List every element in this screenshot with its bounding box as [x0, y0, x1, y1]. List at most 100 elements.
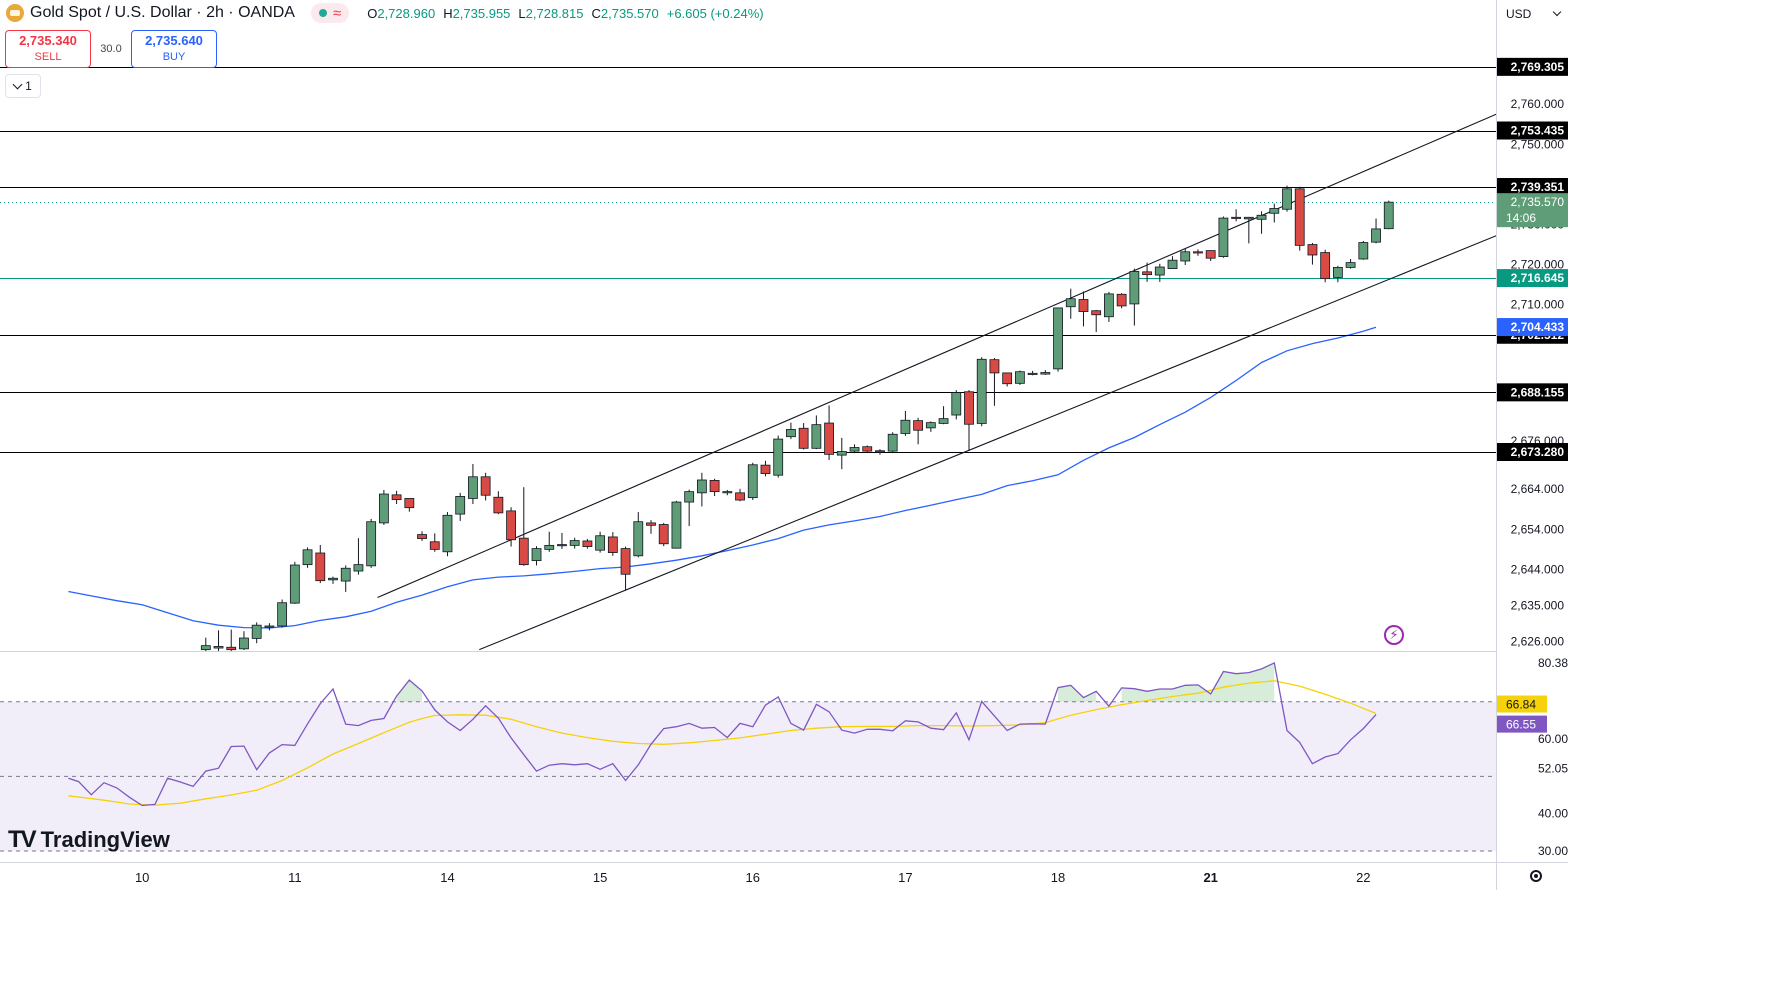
candle — [213, 630, 224, 651]
candle — [976, 357, 987, 427]
market-open-dot-icon — [318, 9, 327, 17]
level-badge-6-label: 2,673.280 — [1511, 445, 1565, 459]
candle-body-up — [544, 544, 555, 550]
open-value: 2,728.960 — [377, 5, 436, 21]
candle — [862, 445, 873, 453]
candle — [1193, 249, 1203, 256]
candle-body-down — [862, 446, 873, 452]
sell-button[interactable]: 2,735.340 SELL — [5, 30, 91, 68]
level-badge-1: 2,769.305 — [1497, 57, 1568, 76]
candle — [1104, 291, 1114, 322]
candle — [493, 491, 504, 515]
candle-body-down — [480, 476, 491, 496]
candle — [277, 599, 288, 628]
candle — [582, 538, 593, 549]
level-badge-6-bg — [1497, 443, 1568, 461]
candle-body-up — [747, 464, 758, 499]
gold-symbol-icon[interactable] — [6, 4, 24, 22]
candle — [1053, 307, 1063, 372]
candle-body-down — [1116, 293, 1127, 307]
tradingview-logo[interactable]: TV TradingView — [8, 826, 170, 854]
currency-selector[interactable]: USD — [1500, 3, 1566, 25]
candle-body-down — [493, 496, 504, 514]
buy-price: 2,735.640 — [145, 33, 203, 48]
current-price-label: 2,735.570 — [1511, 195, 1565, 209]
channel-line-1 — [377, 113, 1496, 599]
candle-body-down — [557, 544, 567, 547]
candle-body-down — [1078, 299, 1089, 312]
lightning-icon[interactable]: ⚡ — [1384, 625, 1404, 645]
candle-body-down — [798, 427, 809, 449]
time-tick-label: 15 — [593, 870, 607, 885]
candle — [251, 622, 262, 644]
sell-price: 2,735.340 — [19, 33, 77, 48]
candle — [1167, 256, 1178, 270]
candle — [620, 546, 631, 591]
candle-body-down — [1002, 372, 1013, 385]
candle-body-up — [811, 424, 822, 449]
candle — [722, 490, 733, 496]
candle-body-up — [938, 418, 949, 424]
candle — [1014, 370, 1025, 385]
candle — [1358, 240, 1369, 260]
chart-area[interactable]: 2,626.000 2,635.000 2,644.000 2,654.000 2,66… — [0, 0, 1568, 890]
candle-body-down — [760, 464, 771, 474]
rsi-overbought-fill — [1058, 685, 1097, 702]
candle — [429, 533, 440, 552]
indicators-collapse-button[interactable]: 1 — [5, 74, 41, 98]
candle-body-up — [1332, 267, 1343, 278]
candle-body-down — [1193, 251, 1203, 254]
trade-panel: 2,735.340 SELL 30.0 2,735.640 BUY — [5, 30, 217, 68]
time-tick-label: 22 — [1356, 870, 1370, 885]
candle-body-up — [353, 564, 364, 572]
settings-icon[interactable] — [1526, 866, 1546, 886]
candle-body-up — [1053, 307, 1063, 370]
candle-body-up — [633, 521, 644, 557]
candle-body-down — [429, 541, 440, 550]
candle-body-down — [1320, 252, 1331, 280]
candle-body-down — [1307, 244, 1318, 256]
candle — [786, 422, 796, 440]
candle — [1078, 291, 1089, 327]
symbol-title[interactable]: Gold Spot / U.S. Dollar · 2h · OANDA — [30, 4, 295, 21]
candle — [518, 487, 529, 566]
time-tick-label: 14 — [440, 870, 454, 885]
candle-body-down — [989, 359, 1000, 374]
candle — [1345, 258, 1356, 269]
rsi-ma-line — [68, 680, 1377, 806]
candle — [671, 500, 682, 549]
candle — [404, 498, 415, 512]
candle-body-up — [684, 491, 695, 503]
candle — [735, 488, 745, 502]
channel-line-2 — [479, 235, 1496, 651]
level-badge-2: 2,753.435 — [1497, 121, 1568, 140]
candle-body-up — [976, 358, 987, 424]
candle-body-down — [709, 479, 720, 493]
candle-body-up — [1256, 214, 1267, 220]
candle-body-down — [315, 552, 326, 582]
candle-body-down — [391, 494, 402, 501]
chart-svg[interactable]: 2,626.000 2,635.000 2,644.000 2,654.000 2,66… — [0, 0, 1568, 890]
candle-body-up — [531, 548, 542, 562]
buy-button[interactable]: 2,735.640 BUY — [131, 30, 217, 68]
candle — [773, 435, 784, 478]
candle — [875, 449, 885, 455]
candle — [239, 631, 249, 651]
market-status[interactable]: ≈ — [310, 3, 350, 23]
candle-body-up — [455, 496, 466, 515]
candle-body-down — [824, 422, 834, 455]
candle-body-down — [417, 534, 427, 539]
candle-body-up — [302, 549, 313, 566]
candle-body-up — [951, 392, 962, 416]
candle-body-up — [887, 433, 898, 452]
candle — [1320, 249, 1331, 283]
candle — [480, 472, 491, 501]
candle-body-up — [1371, 228, 1381, 243]
candle — [811, 415, 822, 450]
rsi-ma-badge: 66.84 — [1497, 695, 1547, 713]
candle-body-up — [1180, 251, 1191, 262]
price-tick-label: 2,750.000 — [1511, 137, 1565, 151]
close-value: 2,735.570 — [600, 5, 659, 21]
candle — [1040, 370, 1051, 375]
current-price-badge-bg — [1497, 193, 1568, 228]
